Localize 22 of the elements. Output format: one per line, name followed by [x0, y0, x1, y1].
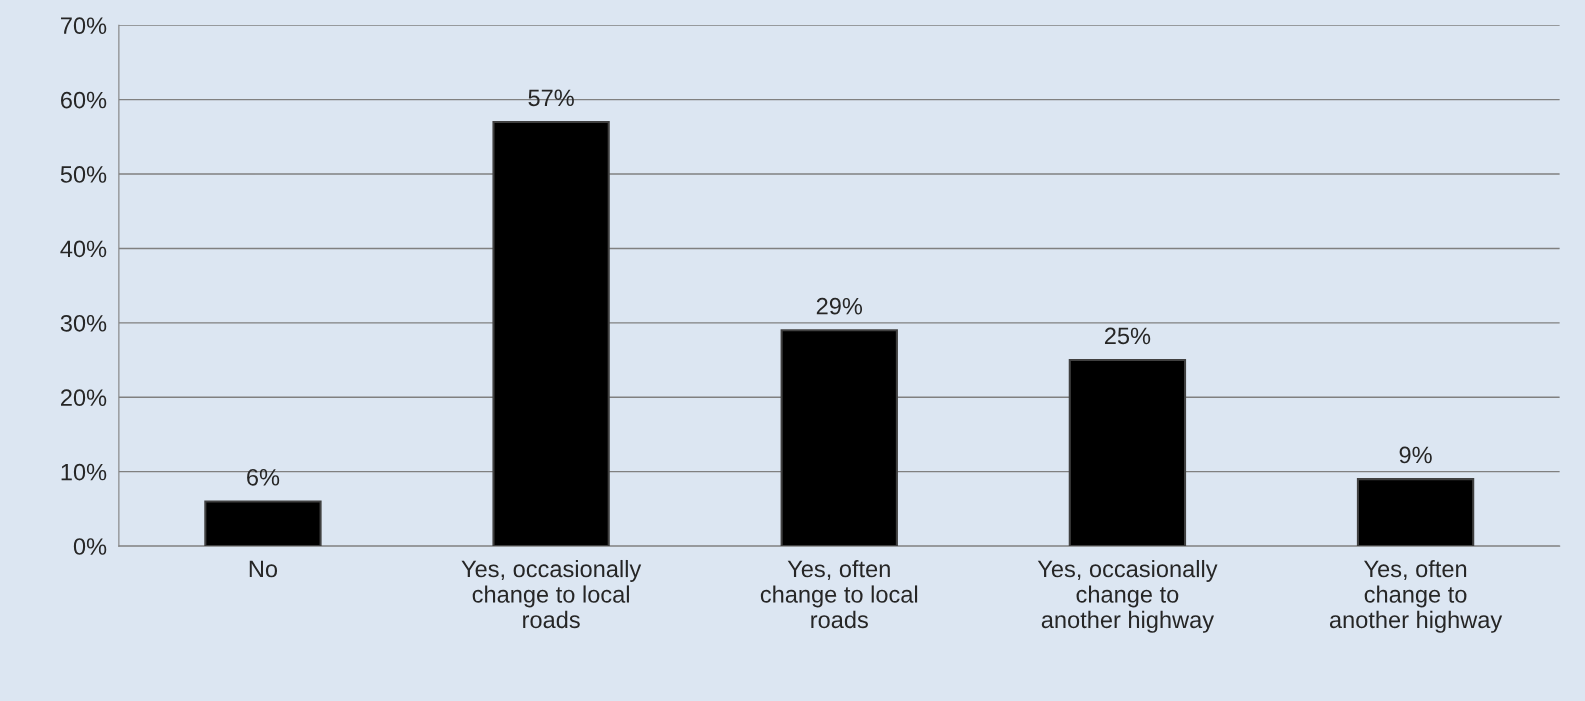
bar [204, 500, 322, 547]
data-label: 6% [247, 468, 280, 486]
y-tick-label: 10% [61, 463, 107, 481]
data-label: 9% [1399, 446, 1432, 464]
y-tick-label: 0% [73, 538, 107, 555]
x-tick-label: Yes, occasionally change to another highway [1037, 559, 1218, 633]
data-label: 29% [816, 297, 863, 315]
y-tick-label: 50% [60, 166, 107, 183]
bar [780, 329, 898, 547]
y-tick-label: 40% [60, 240, 107, 258]
y-tick-label: 30% [60, 314, 107, 332]
x-tick-label: No [249, 560, 278, 578]
x-tick-label: Yes, occasionally change to local roads [461, 559, 642, 629]
bar [492, 120, 610, 547]
y-tick-label: 20% [61, 389, 107, 407]
x-tick-label: Yes, often change to another highway [1329, 559, 1503, 633]
data-label: 25% [1104, 327, 1151, 345]
bar [1356, 478, 1475, 547]
y-tick-label: 60% [61, 91, 107, 109]
bar [1068, 359, 1187, 547]
x-tick-label: Yes, often change to local roads [760, 559, 918, 629]
y-tick-label: 70% [61, 17, 107, 35]
